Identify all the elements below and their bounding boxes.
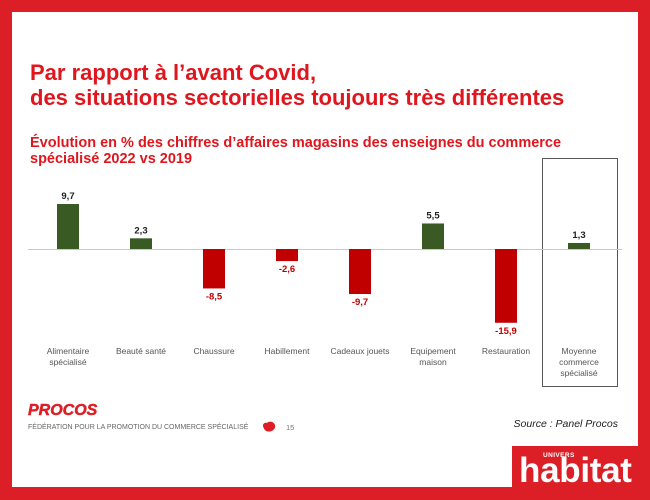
category-label-cadeaux-jouets: Cadeaux jouets (330, 346, 390, 356)
bar-chaussure (203, 249, 225, 289)
category-label-alimentaire-specialise: Alimentaire spécialisé (46, 346, 90, 367)
category-label-chaussure: Chaussure (193, 346, 235, 356)
bar-habillement (276, 249, 298, 262)
red-blob-icon (262, 421, 276, 432)
value-label-alimentaire-specialise: 9,7 (61, 191, 74, 202)
value-label-equipement-maison: 5,5 (426, 210, 440, 221)
univers-habitat-logo: UNIVERS habitat (512, 446, 642, 490)
value-label-moyenne-commerce-specialise: 1,3 (572, 230, 585, 241)
procos-logo: PROCOS (28, 402, 98, 420)
bar-beaute-sante (130, 238, 152, 249)
bar-chart: 9,7 2,3 -8,5 -2,6 -9,7 5,5 -15,9 1,3 (28, 158, 622, 387)
category-label-habillement: Habillement (264, 346, 310, 356)
category-label-equipement-maison: Equipement maison (410, 346, 456, 367)
category-label-beaute-sante: Beauté santé (115, 346, 167, 356)
slide-title-line-1: Par rapport à l’avant Covid, (30, 60, 317, 85)
brand-logo-small-text: UNIVERS (543, 452, 575, 459)
highlight-box (542, 158, 618, 387)
bar-cadeaux-jouets (349, 249, 371, 295)
chart-title: Évolution en % des chiffres d’affaires m… (30, 135, 562, 167)
slide-title: Par rapport à l’avant Covid, des situati… (30, 60, 564, 110)
value-label-habillement: -2,6 (279, 264, 295, 275)
source-note: Source : Panel Procos (513, 418, 618, 430)
footer-tagline: FÉDÉRATION POUR LA PROMOTION DU COMMERCE… (28, 424, 249, 431)
page-number: 15 (286, 423, 295, 432)
category-label-restauration: Restauration (481, 346, 531, 356)
bar-alimentaire-specialise (57, 203, 79, 249)
category-label-moyenne-commerce-specialise: Moyenne commerce spécialisé (559, 346, 599, 378)
value-label-beaute-sante: 2,3 (134, 225, 147, 236)
value-label-cadeaux-jouets: -9,7 (352, 297, 368, 308)
bar-moyenne-commerce-specialise (568, 242, 590, 249)
brand-logo-name: habitat (519, 451, 632, 490)
value-label-chaussure: -8,5 (206, 291, 223, 302)
slide-title-line-2: des situations sectorielles toujours trè… (30, 85, 565, 110)
bar-restauration (495, 249, 517, 323)
value-label-restauration: -15,9 (495, 326, 517, 337)
bar-equipement-maison (422, 223, 444, 249)
